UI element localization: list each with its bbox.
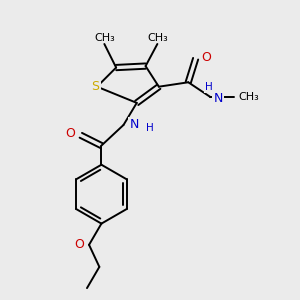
Text: CH₃: CH₃	[147, 32, 168, 43]
Text: N: N	[213, 92, 223, 105]
Text: O: O	[74, 238, 84, 251]
Text: S: S	[92, 80, 100, 93]
Text: N: N	[129, 118, 139, 131]
Text: CH₃: CH₃	[94, 32, 115, 43]
Text: H: H	[146, 123, 154, 133]
Text: O: O	[66, 127, 76, 140]
Text: O: O	[201, 51, 211, 64]
Text: H: H	[205, 82, 213, 92]
Text: CH₃: CH₃	[238, 92, 259, 102]
